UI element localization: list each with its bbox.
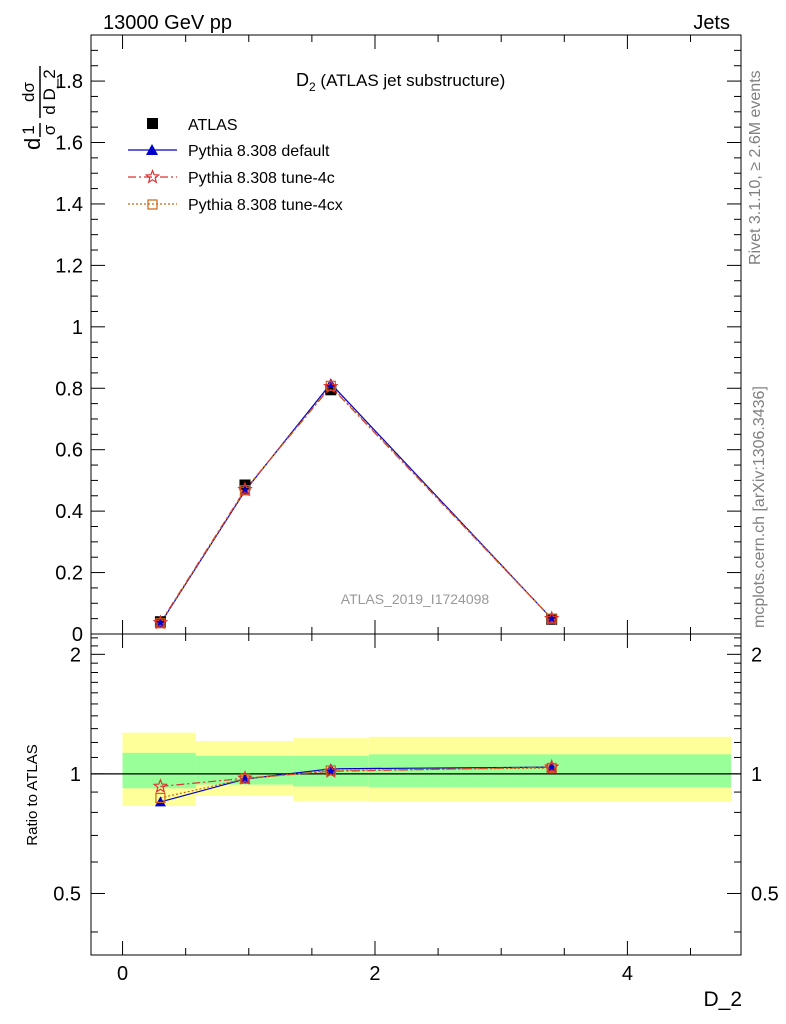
atlas-data-point: [239, 479, 251, 491]
ratio-y-axis-label: Ratio to ATLAS: [24, 744, 41, 845]
energy-label: 13000 GeV pp: [103, 12, 232, 34]
y-tick-label: 0.6: [55, 440, 83, 462]
ratio-tick-label-left: 1: [70, 764, 81, 786]
ratio-tick-label-right: 0.5: [751, 883, 779, 905]
y-tick-label: 1: [72, 317, 83, 339]
ratio-line-3: [160, 767, 552, 799]
tune4cx-marker: [155, 618, 166, 629]
ratio-tick-label-right: 2: [751, 644, 762, 666]
y-tick-label: 1.8: [55, 71, 83, 93]
y-tick-label: 0: [72, 624, 83, 646]
ratio-line-1: [160, 766, 552, 803]
y-axis-label: d 1 σ dσ d D_2: [19, 66, 59, 150]
legend-marker-atlas: [147, 118, 158, 129]
ylabel-frac1-den: σ: [40, 124, 59, 135]
ratio-tick-label-right: 1: [751, 764, 762, 786]
ratio-default-marker: [325, 763, 337, 774]
default-marker: [325, 378, 337, 389]
ylabel-prefix: d: [20, 138, 45, 150]
process-label: Jets: [693, 12, 730, 34]
ratio-tune4cx-marker: [546, 762, 557, 774]
series-line-3: [159, 384, 553, 624]
ratio-panel: 0.5 0.5 1 1 2 2: [53, 633, 779, 956]
x-tick-label: 2: [369, 963, 380, 985]
mcplots-label: mcplots.cern.ch [arXiv:1306.3436]: [751, 386, 768, 628]
ratio-tune4c-marker: [237, 770, 253, 785]
tune4c-marker: [237, 481, 253, 497]
legend-label-atlas: ATLAS: [188, 117, 238, 134]
y-tick-label: 1.4: [55, 194, 83, 216]
main-series: [152, 378, 560, 630]
ratio-tune4c-marker: [323, 763, 339, 778]
ylabel-frac1-num: 1: [19, 125, 38, 134]
series-line-2: [159, 385, 553, 623]
legend-label-tune4c: Pythia 8.308 tune-4c: [188, 170, 335, 187]
tune4c-marker: [543, 610, 560, 626]
tune4c-marker: [152, 614, 169, 630]
x-axis-label: D_2: [703, 988, 742, 1011]
x-tick-label: 4: [622, 963, 633, 985]
ratio-series: [152, 758, 560, 807]
y-tick-label: 1.6: [55, 133, 83, 155]
series-line-1: [159, 382, 553, 624]
ratio-tune4c-marker: [543, 758, 560, 774]
rivet-info-label: Rivet 3.1.10, ≥ 2.6M events: [747, 70, 764, 265]
analysis-watermark: ATLAS_2019_I1724098: [341, 591, 490, 607]
ylabel-frac2-num: dσ: [19, 82, 38, 102]
legend-marker-tune4c: [144, 168, 161, 184]
ratio-tick-label-left: 2: [70, 644, 81, 666]
main-panel: 0 0.2 0.4 0.6 0.8 1 1.2 1.4 1.6 1.8: [55, 34, 742, 646]
legend-marker-tune4cx: [147, 199, 158, 210]
tune4cx-marker: [239, 485, 251, 496]
y-tick-label: 0.2: [55, 563, 83, 585]
ylabel-frac2-den: d D_2: [40, 69, 59, 114]
chart-title: D2 (ATLAS jet substructure): [296, 70, 505, 94]
legend: ATLAS Pythia 8.308 default Pythia 8.308 …: [128, 117, 343, 214]
ratio-tune4c-marker: [152, 778, 169, 794]
main-axis-ticks: 0 0.2 0.4 0.6 0.8 1 1.2 1.4 1.6 1.8: [55, 35, 741, 646]
x-tick-labels: 0 2 4: [117, 963, 633, 985]
ratio-tick-label-left: 0.5: [53, 883, 81, 905]
ratio-frame: [90, 633, 742, 956]
legend-label-tune4cx: Pythia 8.308 tune-4cx: [188, 197, 343, 214]
ratio-default-marker: [154, 796, 166, 807]
x-tick-label: 0: [117, 963, 128, 985]
ratio-axis-ticks: 0.5 0.5 1 1 2 2: [53, 634, 779, 955]
tune4c-marker: [323, 378, 339, 394]
y-tick-label: 1.2: [55, 255, 83, 277]
y-tick-label: 0.4: [55, 501, 83, 523]
legend-marker-default: [146, 144, 158, 155]
ratio-tune4cx-marker: [155, 792, 166, 804]
ratio-tune4cx-marker: [239, 773, 251, 784]
legend-label-default: Pythia 8.308 default: [188, 143, 330, 160]
y-tick-label: 0.8: [55, 378, 83, 400]
